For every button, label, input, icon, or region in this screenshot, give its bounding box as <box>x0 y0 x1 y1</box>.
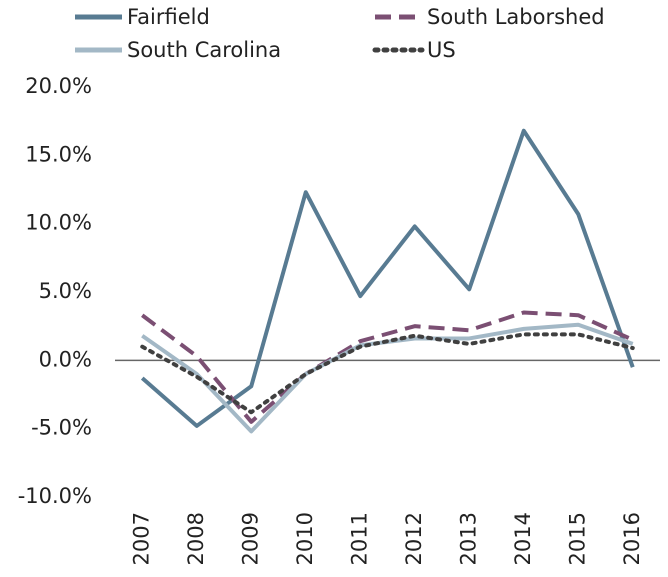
x-tick-label: 2014 <box>511 512 535 565</box>
series-line <box>140 332 635 415</box>
legend-label: South Carolina <box>127 38 281 62</box>
y-tick-label: -5.0% <box>31 416 92 440</box>
x-tick-label: 2008 <box>184 512 208 565</box>
x-tick-label: 2009 <box>238 512 262 565</box>
legend-label: US <box>427 38 456 62</box>
y-tick-label: 0.0% <box>39 347 92 371</box>
legend-label: Fairfield <box>127 5 210 29</box>
y-tick-label: 10.0% <box>25 211 92 235</box>
series-line <box>140 128 635 428</box>
x-tick-label: 2007 <box>129 512 153 565</box>
x-tick-label: 2012 <box>402 512 426 565</box>
x-tick-label: 2010 <box>293 512 317 565</box>
legend-label: South Laborshed <box>427 5 605 29</box>
x-tick-label: 2016 <box>620 512 644 565</box>
series-line <box>141 310 634 424</box>
x-tick-label: 2011 <box>347 512 371 565</box>
x-tick-label: 2013 <box>456 512 480 565</box>
y-tick-label: 15.0% <box>25 142 92 166</box>
y-tick-label: -10.0% <box>18 484 92 508</box>
x-tick-label: 2015 <box>565 512 589 565</box>
y-tick-label: 5.0% <box>39 279 92 303</box>
y-tick-label: 20.0% <box>25 74 92 98</box>
